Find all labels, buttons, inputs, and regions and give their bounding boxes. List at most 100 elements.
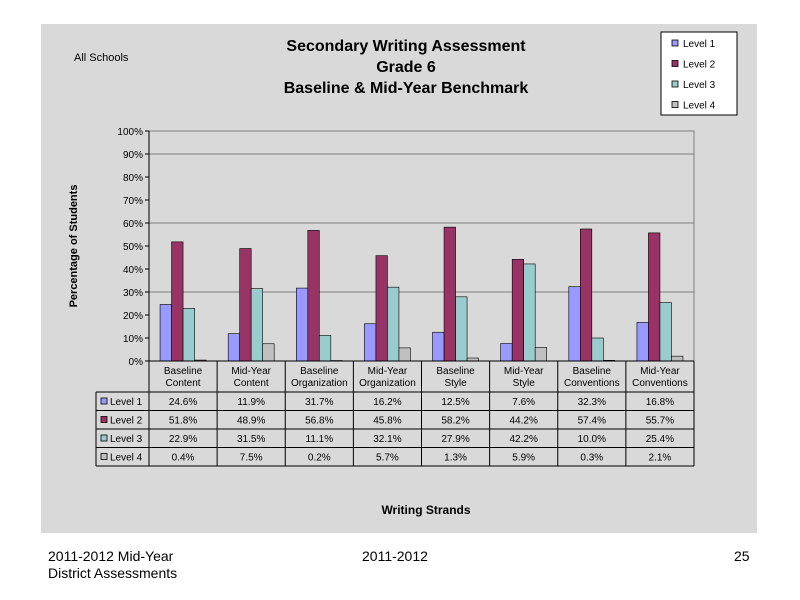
table-swatch-level-2 (100, 416, 108, 423)
data-label: 7.6% (512, 397, 535, 408)
table-row-label-level-4: Level 4 (110, 453, 143, 464)
y-tick-label: 80% (123, 173, 143, 184)
table-row-label-level-2: Level 2 (110, 416, 143, 427)
data-label: 56.8% (305, 416, 333, 427)
bar-level-1 (500, 343, 513, 362)
bar-level-3 (250, 288, 263, 362)
data-label: 22.9% (169, 434, 197, 445)
legend-swatch-level-3 (671, 80, 679, 88)
y-tick-label: 70% (123, 196, 143, 207)
table-swatch-level-3 (100, 434, 108, 442)
data-label: 16.2% (373, 397, 401, 408)
bar-level-4 (534, 347, 547, 362)
x-tick-label: Baseline (164, 366, 203, 377)
bar-level-1 (432, 331, 445, 362)
footer-center: 2011-2012 (362, 548, 428, 564)
bar-level-2 (511, 259, 524, 362)
x-tick-label: Conventions (564, 378, 620, 389)
bar-level-2 (443, 226, 456, 362)
legend-swatch-level-2 (671, 60, 679, 67)
data-label: 44.2% (510, 416, 538, 427)
y-tick-label: 40% (123, 265, 143, 276)
bar-level-2 (239, 248, 252, 362)
x-tick-label: Content (234, 378, 269, 389)
bar-level-3 (319, 335, 332, 362)
data-label: 7.5% (240, 453, 263, 464)
x-tick-label: Style (444, 378, 467, 389)
table-row-label-level-3: Level 3 (110, 434, 143, 445)
bar-level-4 (398, 347, 411, 362)
bar-level-3 (523, 263, 536, 362)
x-tick-label: Mid-Year (504, 366, 544, 377)
x-tick-label: Conventions (632, 378, 688, 389)
data-label: 32.3% (578, 397, 606, 408)
x-tick-label: Mid-Year (368, 366, 408, 377)
bar-level-2 (648, 232, 661, 362)
chart-title-line-2: Grade 6 (376, 59, 436, 76)
legend-label-level-2: Level 2 (683, 60, 716, 71)
y-tick-label: 0% (129, 357, 144, 368)
legend-swatch-level-4 (671, 101, 679, 108)
y-tick-label: 100% (117, 127, 143, 138)
x-tick-label: Content (166, 378, 201, 389)
x-tick-label: Baseline (573, 366, 612, 377)
bar-level-4 (262, 343, 275, 362)
x-tick-label: Organization (359, 378, 416, 389)
bar-level-3 (387, 286, 400, 362)
footer-left: 2011-2012 Mid-Year District Assessments (48, 548, 177, 582)
data-label: 2.1% (649, 453, 672, 464)
bar-level-3 (659, 302, 672, 362)
y-tick-label: 10% (123, 334, 143, 345)
data-label: 32.1% (373, 434, 401, 445)
data-label: 25.4% (646, 434, 674, 445)
legend-swatch-level-1 (671, 39, 679, 47)
bar-level-3 (455, 296, 468, 362)
legend-label-level-4: Level 4 (683, 101, 716, 112)
data-label: 10.0% (578, 434, 606, 445)
x-tick-label: Baseline (300, 366, 339, 377)
data-label: 11.1% (306, 434, 334, 445)
legend-label-level-3: Level 3 (683, 80, 716, 91)
y-tick-label: 30% (123, 288, 143, 299)
page-number: 25 (734, 548, 750, 564)
footer-left-line2: District Assessments (48, 565, 178, 581)
bar-level-1 (636, 322, 649, 362)
y-axis-label: Percentage of Students (68, 185, 80, 308)
footer-left-line1: 2011-2012 Mid-Year (48, 548, 174, 564)
bar-level-1 (568, 286, 581, 362)
data-label: 5.9% (512, 453, 535, 464)
bar-level-1 (296, 287, 309, 362)
y-tick-label: 20% (123, 311, 143, 322)
x-tick-label: Organization (291, 378, 348, 389)
chart-title-line-3: Baseline & Mid-Year Benchmark (284, 80, 529, 97)
plot-area (148, 130, 695, 362)
y-tick-label: 60% (123, 219, 143, 230)
data-label: 45.8% (373, 416, 401, 427)
y-tick-label: 50% (123, 242, 143, 253)
table-swatch-level-4 (100, 453, 108, 460)
x-axis-label: Writing Strands (381, 503, 470, 517)
data-label: 11.9% (237, 397, 265, 408)
data-label: 58.2% (441, 416, 469, 427)
data-label: 5.7% (376, 453, 399, 464)
data-label: 57.4% (578, 416, 606, 427)
bar-level-1 (159, 304, 172, 362)
bar-level-2 (307, 230, 320, 362)
data-label: 31.5% (237, 434, 265, 445)
data-label: 27.9% (441, 434, 469, 445)
data-label: 51.8% (169, 416, 197, 427)
data-label: 16.8% (646, 397, 674, 408)
data-label: 0.4% (172, 453, 195, 464)
bar-level-2 (375, 255, 388, 362)
bar-level-4 (671, 355, 684, 362)
bar-level-1 (227, 333, 240, 362)
data-label: 55.7% (646, 416, 674, 427)
data-label: 31.7% (305, 397, 333, 408)
table-row-label-level-1: Level 1 (110, 397, 143, 408)
data-label: 42.2% (510, 434, 538, 445)
chart-subtitle: All Schools (74, 52, 129, 64)
bar-level-2 (171, 241, 184, 362)
data-label: 12.5% (441, 397, 469, 408)
x-tick-label: Style (513, 378, 536, 389)
y-tick-label: 90% (123, 150, 143, 161)
